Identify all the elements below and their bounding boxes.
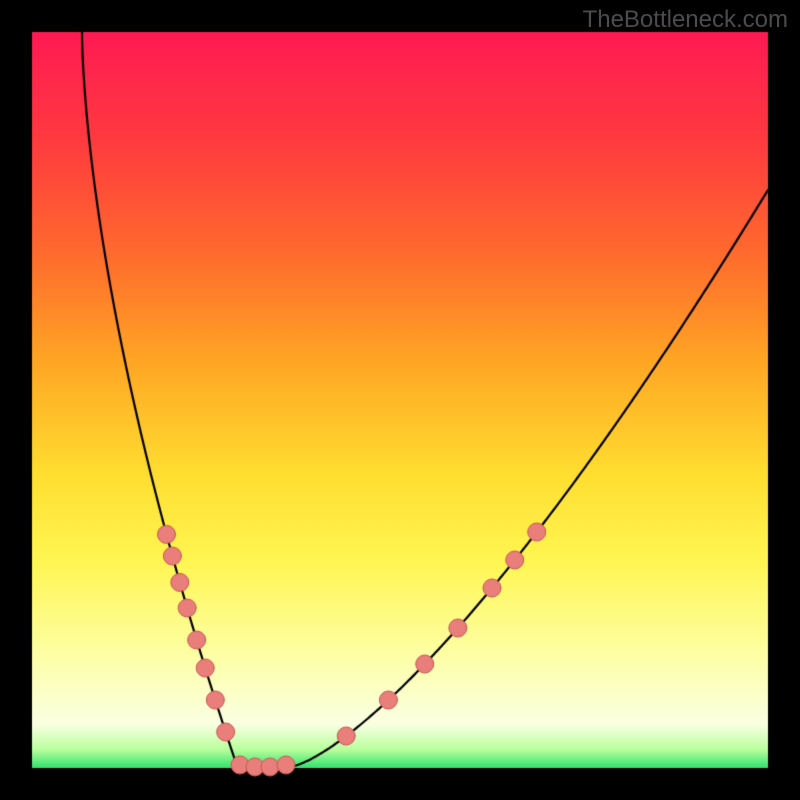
chart-stage: TheBottleneck.com	[0, 0, 800, 800]
bottleneck-curve-chart	[0, 0, 800, 800]
